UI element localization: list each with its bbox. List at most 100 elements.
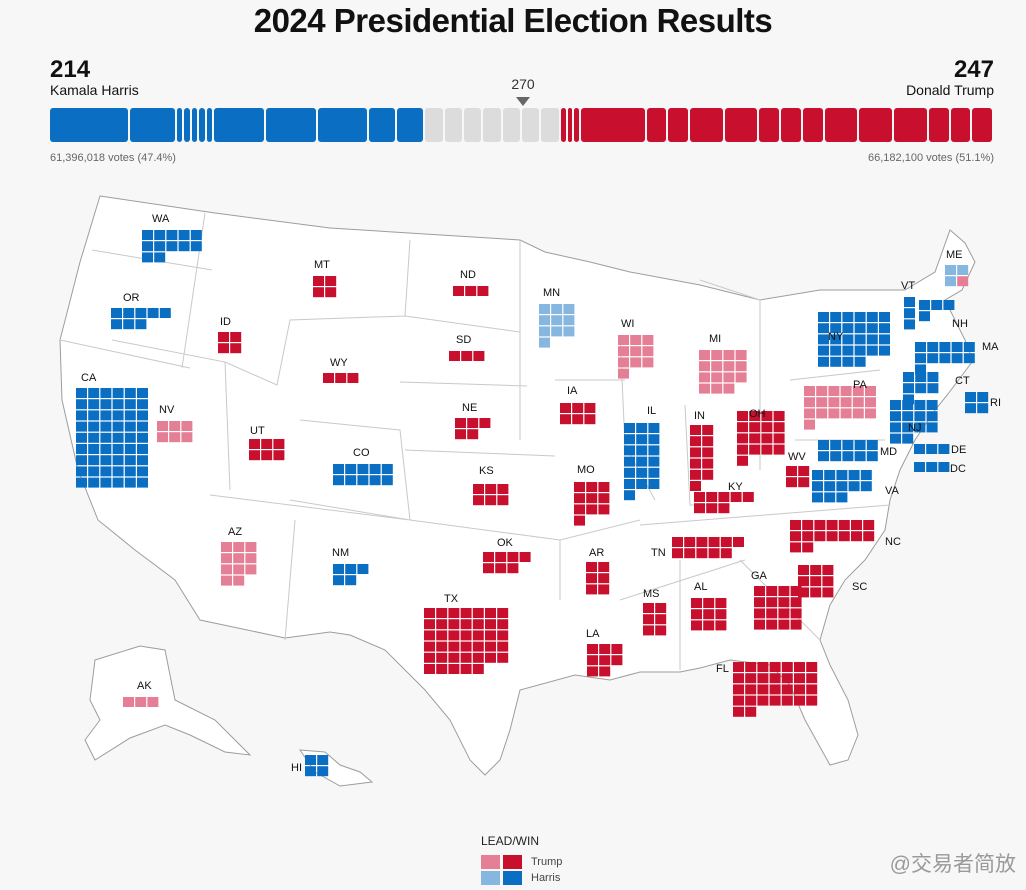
ev-tile [866,345,878,356]
state-tiles-sc [798,565,834,598]
ev-bar-trump-segment [574,108,580,142]
ev-tile [735,372,747,383]
state-label-co: CO [353,447,370,459]
ev-tile [599,644,611,654]
ev-tile [124,455,136,466]
ev-bar-trump-segment [560,108,566,142]
ev-tile [479,418,491,428]
ev-tile [76,455,87,466]
ev-tile [733,537,744,547]
ev-tile [672,537,683,547]
ev-tile [357,475,369,486]
ev-tile [460,664,472,674]
ev-tile [745,684,757,695]
ev-tile [584,403,596,413]
ev-tile [715,620,727,631]
ev-tile [860,481,872,492]
state-tiles-ky [694,492,754,514]
ev-tile [794,673,805,684]
state-tiles-ri [965,392,989,414]
ev-tile [497,641,509,652]
state-tiles-ks [473,484,509,506]
ev-tile [448,652,460,663]
state-tiles-wa [142,230,202,263]
ev-tile [754,586,765,596]
ev-tile [842,440,854,450]
ev-tile [448,630,460,641]
ev-tile [866,440,878,450]
ev-tile [317,755,329,765]
ev-tile [733,662,744,672]
ev-tile [230,332,242,342]
state-tiles-mo [574,482,610,526]
ev-bar-undecided-segment [502,108,520,142]
state-tiles-nh [919,300,955,322]
ev-tile [684,548,696,559]
ev-tile [142,241,153,252]
state-label-tx: TX [444,593,459,605]
ev-tile [100,410,112,421]
ev-bar-trump-segment [690,108,723,142]
ev-tile [914,400,926,410]
legend-trump-lead-swatch [481,855,500,869]
ev-tile [773,433,785,444]
ev-tile [694,492,705,502]
ev-tile [965,392,976,402]
ev-tile [836,470,848,480]
state-label-ne: NE [462,402,477,414]
ev-tile [467,418,479,428]
ev-tile [690,447,701,458]
ev-tile [305,755,316,765]
state-tiles-sd [449,351,485,361]
ev-tile [902,433,914,444]
state-tiles-oh [737,411,785,466]
state-label-nm: NM [332,547,349,559]
ev-bar-undecided-segment [425,108,443,142]
ev-tile [769,684,781,695]
ev-tile [745,695,757,706]
ev-tile [586,584,597,595]
ev-tile [919,300,930,310]
state-label-wy: WY [330,357,348,369]
ev-tile [436,641,448,652]
ev-tile [643,603,654,613]
ev-tile [702,425,714,435]
state-tiles-ut [249,439,285,461]
ev-tile [824,481,836,492]
ev-tile [497,619,509,630]
ev-tile [737,455,748,466]
ev-tile [539,326,550,337]
ev-tile [711,383,723,394]
ev-tile [848,470,860,480]
ev-tile [598,493,610,504]
state-label-wi: WI [621,318,634,330]
ev-tile [76,432,87,443]
state-label-pa: PA [853,379,868,391]
ev-tile [830,345,842,356]
ev-tile [178,241,190,252]
state-label-nc: NC [885,536,901,548]
watermark-text: @交易者简放 [889,853,1016,876]
ev-tile [88,455,100,466]
ev-tile [455,429,466,440]
ev-tile [715,598,727,608]
ev-tile [865,408,876,419]
ev-tile [706,503,718,514]
ev-tile [690,469,701,480]
ev-tile [723,350,735,360]
ev-tile [586,482,598,492]
ev-tile [157,432,168,443]
ev-tile [914,411,926,422]
ev-tile [804,408,815,419]
ev-tile [333,464,344,474]
ev-tile [218,343,229,354]
state-label-ia: IA [567,385,578,397]
ev-tile [159,308,171,318]
ev-tile [574,493,585,504]
ev-tile [723,383,735,394]
ev-tile [963,353,975,364]
ev-tile [497,652,509,663]
ev-tile [76,410,87,421]
ev-tile [696,537,708,547]
state-label-la: LA [586,628,600,640]
